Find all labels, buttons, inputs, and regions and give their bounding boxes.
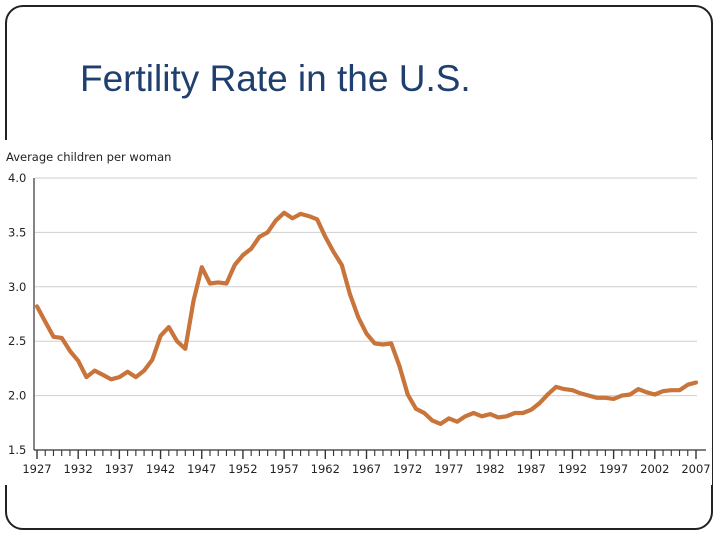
x-tick-label: 1967 (352, 462, 381, 476)
x-tick-label: 1927 (22, 462, 51, 476)
x-tick-label: 1942 (146, 462, 175, 476)
x-tick-label: 1992 (558, 462, 587, 476)
y-tick-label: 1.5 (8, 443, 26, 457)
slide-title: Fertility Rate in the U.S. (80, 58, 471, 99)
x-tick-label: 1972 (393, 462, 422, 476)
y-axis-label: Average children per woman (6, 150, 171, 164)
x-tick-label: 1957 (269, 462, 298, 476)
x-tick-label: 1977 (434, 462, 463, 476)
y-tick-label: 2.5 (8, 334, 26, 348)
y-tick-label: 3.5 (8, 225, 26, 239)
x-tick-label: 1997 (599, 462, 628, 476)
x-tick-label: 1982 (475, 462, 504, 476)
y-tick-label: 4.0 (8, 171, 26, 185)
y-tick-label: 2.0 (8, 389, 26, 403)
x-tick-label: 1947 (187, 462, 216, 476)
x-tick-label: 1932 (64, 462, 93, 476)
x-tick-label: 2007 (681, 462, 710, 476)
x-tick-label: 1987 (517, 462, 546, 476)
x-tick-label: 1962 (311, 462, 340, 476)
y-tick-label: 3.0 (8, 280, 26, 294)
fertility-rate-line (34, 210, 699, 426)
x-tick-label: 2002 (640, 462, 669, 476)
x-tick-label: 1937 (105, 462, 134, 476)
x-tick-label: 1952 (228, 462, 257, 476)
